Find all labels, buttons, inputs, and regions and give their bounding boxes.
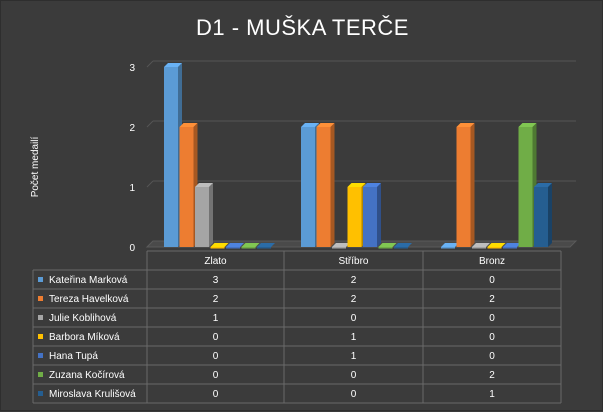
table-cell-value: 0 <box>489 275 495 286</box>
table-cell-value: 1 <box>351 332 357 343</box>
table-cell-value: 0 <box>351 389 357 400</box>
table-cell-value: 0 <box>213 351 219 362</box>
legend-key <box>38 296 43 301</box>
category-label: Bronz <box>479 256 505 267</box>
category-label: Zlato <box>204 256 227 267</box>
bar-Barbora Míková-Bronz <box>487 243 506 249</box>
bar-Miroslava Krulišová-Stříbro <box>394 243 412 249</box>
table-cell-value: 2 <box>213 294 219 305</box>
bar-Hana Tupá-Zlato <box>226 243 244 249</box>
legend-key <box>38 353 43 358</box>
legend-label: Barbora Míková <box>49 332 120 343</box>
table-cell-value: 1 <box>489 389 495 400</box>
bar-Kateřina Marková-Bronz <box>441 243 459 249</box>
legend-label: Hana Tupá <box>49 351 98 362</box>
y-tick-label: 0 <box>129 243 135 254</box>
table-cell-value: 0 <box>351 370 357 381</box>
bar-Zuzana Kočírová-Stříbro <box>378 243 397 249</box>
table-cell-value: 2 <box>489 294 495 305</box>
bar-Tereza Havelková-Stříbro <box>316 123 335 247</box>
legend-label: Zuzana Kočírová <box>49 370 125 381</box>
bar-Tereza Havelková-Bronz <box>456 123 475 247</box>
legend-label: Tereza Havelková <box>49 294 129 305</box>
chart-title: D1 - MUŠKA TERČE <box>196 15 409 40</box>
bar-Miroslava Krulišová-Bronz <box>534 183 552 247</box>
legend-key <box>38 277 43 282</box>
category-label: Stříbro <box>338 256 368 267</box>
legend-label: Miroslava Krulišová <box>49 389 136 400</box>
bar-Zuzana Kočírová-Bronz <box>518 123 537 247</box>
y-tick-label: 3 <box>129 63 135 74</box>
table-cell-value: 2 <box>351 294 357 305</box>
bar-Hana Tupá-Stříbro <box>363 183 381 247</box>
table-cell-value: 2 <box>489 370 495 381</box>
table-cell-value: 0 <box>489 351 495 362</box>
table-cell-value: 3 <box>213 275 219 286</box>
legend-key <box>38 391 43 396</box>
y-tick-label: 2 <box>129 123 135 134</box>
bar-Kateřina Marková-Zlato <box>164 63 182 247</box>
table-cell-value: 0 <box>213 389 219 400</box>
table-cell-value: 0 <box>213 332 219 343</box>
table-cell-value: 0 <box>213 370 219 381</box>
table-cell-value: 0 <box>351 313 357 324</box>
table-cell-value: 0 <box>489 313 495 324</box>
table-cell-value: 2 <box>351 275 357 286</box>
legend-key <box>38 334 43 339</box>
bar-Zuzana Kočírová-Zlato <box>241 243 260 249</box>
bar-Julie Koblihová-Stříbro <box>332 243 350 249</box>
bar-Miroslava Krulišová-Zlato <box>257 243 275 249</box>
legend-key <box>38 372 43 377</box>
gridline-side-2 <box>146 120 154 128</box>
y-axis-title: Počet medailí <box>30 136 41 197</box>
legend-label: Kateřina Marková <box>49 275 128 286</box>
table-cell-value: 1 <box>351 351 357 362</box>
table-cell-value: 0 <box>489 332 495 343</box>
legend-key <box>38 315 43 320</box>
bar-Hana Tupá-Bronz <box>503 243 521 249</box>
gridline-side-3 <box>146 60 154 68</box>
bar-Julie Koblihová-Bronz <box>472 243 490 249</box>
y-tick-label: 1 <box>129 183 135 194</box>
bar-Tereza Havelková-Zlato <box>179 123 198 247</box>
table-cell-value: 1 <box>213 313 219 324</box>
bar-Barbora Míková-Stříbro <box>347 183 366 247</box>
bar-Kateřina Marková-Stříbro <box>301 123 319 247</box>
legend-label: Julie Koblihová <box>49 313 117 324</box>
gridline-side-1 <box>146 180 154 188</box>
bar-Barbora Míková-Zlato <box>210 243 229 249</box>
bar-Julie Koblihová-Zlato <box>195 183 213 247</box>
